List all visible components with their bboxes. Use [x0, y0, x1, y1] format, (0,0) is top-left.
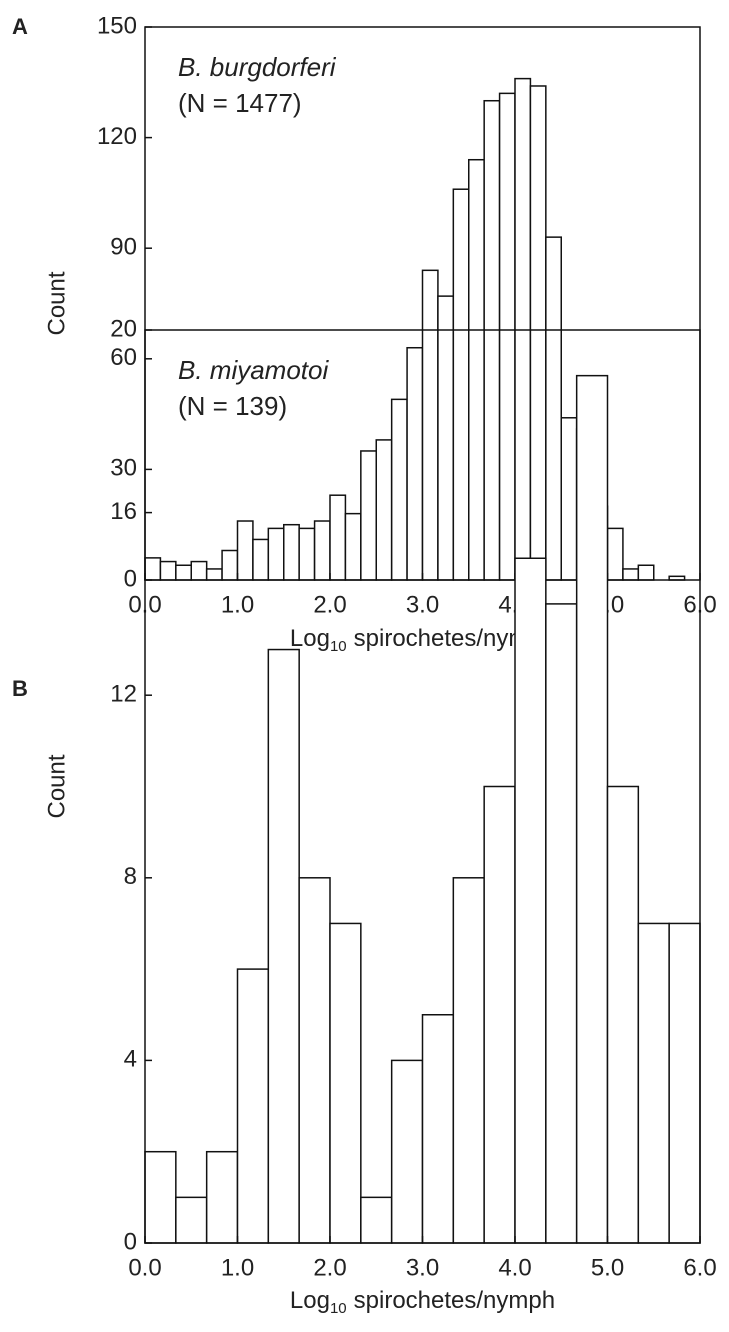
- x-tick-label: 0.0: [128, 1254, 161, 1281]
- bar: [144, 557, 162, 581]
- y-axis-label: Count: [43, 754, 70, 818]
- bar: [637, 922, 670, 1244]
- bar: [283, 523, 300, 581]
- x-tick-label: 5.0: [591, 1254, 624, 1281]
- bar: [159, 560, 177, 581]
- y-tick-label: 150: [97, 12, 137, 39]
- x-axis-label: Log10 spirochetes/nymph: [290, 1287, 555, 1317]
- y-tick-label: 20: [110, 315, 137, 342]
- bar: [468, 158, 485, 581]
- bar: [344, 512, 362, 581]
- x-label-part: Log: [290, 625, 330, 652]
- bar: [668, 922, 701, 1244]
- bar: [360, 1196, 393, 1244]
- bar: [545, 236, 563, 581]
- bar: [144, 1150, 177, 1244]
- x-tick-label: 1.0: [221, 591, 254, 618]
- bar: [606, 785, 640, 1244]
- bar: [236, 968, 270, 1244]
- y-tick-label: 4: [124, 1046, 137, 1073]
- bar: [498, 92, 516, 581]
- bar: [483, 99, 501, 581]
- panel-label: A: [12, 14, 28, 39]
- bar: [529, 85, 547, 581]
- bar: [252, 538, 270, 581]
- bar: [236, 520, 254, 581]
- bar: [375, 439, 393, 581]
- y-tick-label: 60: [110, 344, 137, 371]
- annotation: (N = 139): [178, 391, 287, 421]
- annotation: (N = 1477): [178, 88, 302, 118]
- y-tick-label: 90: [110, 234, 137, 261]
- bar: [406, 346, 424, 581]
- bar: [267, 648, 300, 1244]
- x-label-subscript: 10: [330, 1300, 347, 1317]
- x-tick-label: 2.0: [313, 591, 346, 618]
- bar: [175, 1196, 208, 1244]
- y-tick-label: 8: [124, 863, 137, 890]
- annotation: B. miyamotoi: [178, 355, 329, 385]
- x-label-part: Log: [290, 1287, 330, 1314]
- x-tick-label: 4.0: [498, 1254, 531, 1281]
- bar: [421, 269, 439, 581]
- bar: [360, 450, 378, 581]
- bar: [545, 603, 578, 1244]
- bar: [606, 527, 624, 581]
- y-tick-label: 16: [110, 498, 137, 525]
- x-label-part: spirochetes/nymph: [354, 1287, 555, 1314]
- bar: [390, 398, 408, 581]
- bar: [313, 520, 331, 581]
- x-tick-label: 3.0: [406, 1254, 439, 1281]
- bar: [190, 560, 208, 581]
- bar: [514, 557, 547, 1244]
- y-tick-label: 12: [110, 681, 137, 708]
- bar: [175, 564, 192, 581]
- y-tick-label: 30: [110, 455, 137, 482]
- bar: [298, 877, 331, 1244]
- bar: [205, 1150, 239, 1244]
- bar: [637, 564, 655, 581]
- x-tick-label: 3.0: [406, 591, 439, 618]
- bar: [622, 568, 640, 581]
- y-tick-label: 120: [97, 123, 137, 150]
- annotation: B. burgdorferi: [178, 52, 337, 82]
- bar: [205, 568, 223, 581]
- bar: [452, 188, 470, 581]
- x-tick-label: 1.0: [221, 1254, 254, 1281]
- bar: [575, 374, 609, 1244]
- y-axis-label: Count: [43, 271, 70, 335]
- bar: [390, 1059, 424, 1244]
- bar: [452, 877, 485, 1244]
- bar: [329, 494, 347, 581]
- panel-label: B: [12, 676, 28, 701]
- x-tick-label: 6.0: [683, 1254, 716, 1281]
- bar: [560, 417, 578, 581]
- bar: [437, 295, 455, 581]
- x-label-subscript: 10: [330, 638, 347, 655]
- bar: [267, 527, 285, 581]
- y-tick-label: 0: [124, 1228, 137, 1255]
- y-tick-label: 0: [124, 565, 137, 592]
- bar: [221, 549, 239, 581]
- x-tick-label: 2.0: [313, 1254, 346, 1281]
- bar: [329, 922, 362, 1244]
- bar: [483, 785, 516, 1244]
- bar: [421, 1014, 455, 1244]
- bar: [298, 527, 316, 581]
